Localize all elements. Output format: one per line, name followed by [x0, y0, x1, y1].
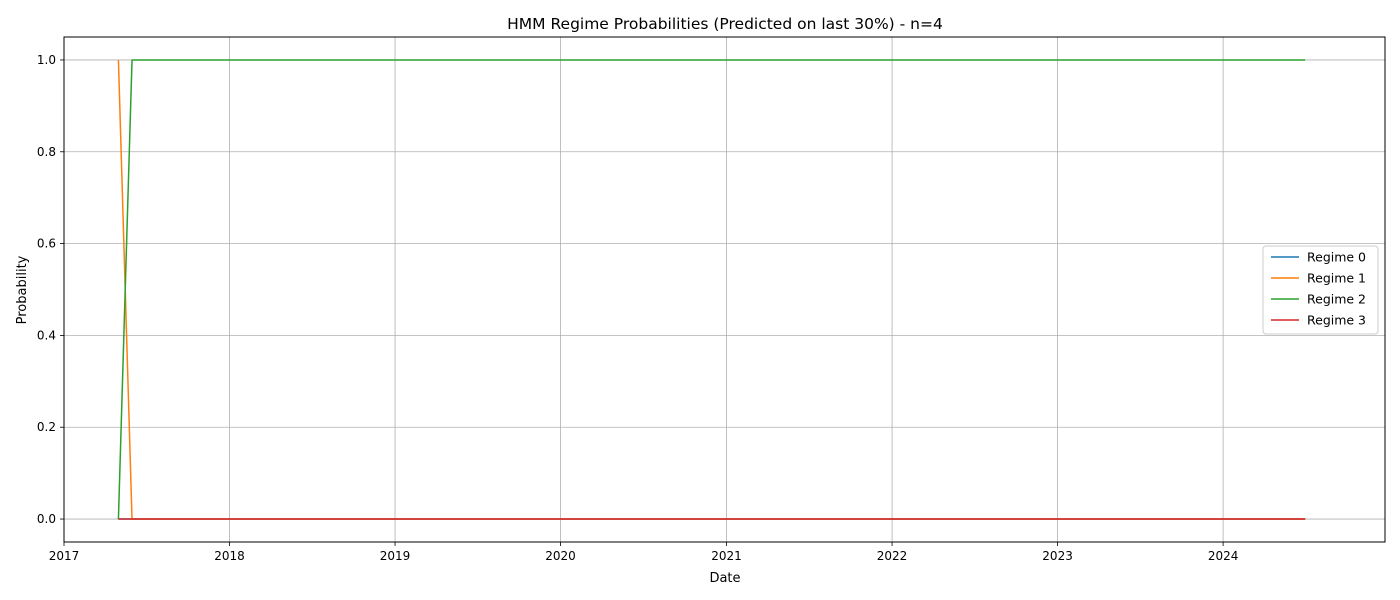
x-tick-label: 2021 [711, 549, 742, 563]
legend-box [1262, 245, 1379, 335]
y-tick-label: 0.0 [37, 512, 56, 526]
x-tick-label: 2019 [380, 549, 411, 563]
y-tick-label: 0.6 [37, 237, 56, 251]
legend-label: Regime 1 [1307, 271, 1366, 286]
y-axis-label: Probability [15, 255, 30, 324]
plot-frame [63, 36, 1386, 543]
chart-title: HMM Regime Probabilities (Predicted on l… [507, 15, 943, 33]
y-tick-label: 0.4 [37, 328, 56, 342]
series-line-regime-1 [117, 59, 1306, 520]
series-line-regime-2 [117, 59, 1306, 520]
x-tick-label: 2017 [49, 549, 80, 563]
x-tick-label: 2020 [545, 549, 576, 563]
y-tick-label: 1.0 [37, 53, 56, 67]
legend: Regime 0 Regime 1 Regime 2 Regime 3 [1262, 245, 1379, 335]
legend-label: Regime 3 [1307, 313, 1366, 328]
y-tick-label: 0.8 [37, 145, 56, 159]
x-tick-label: 2024 [1208, 549, 1239, 563]
series-lines [117, 59, 1306, 520]
x-tick-label: 2018 [214, 549, 245, 563]
x-axis-label: Date [709, 571, 740, 586]
legend-label: Regime 0 [1307, 250, 1366, 265]
x-tick-label: 2022 [877, 549, 908, 563]
legend-label: Regime 2 [1307, 292, 1366, 307]
x-tick-label: 2023 [1042, 549, 1073, 563]
grid [63, 37, 1385, 542]
y-tick-label: 0.2 [37, 420, 56, 434]
ticks: 2017 2018 2019 2020 2021 2022 2023 2024 0.0 0.2 0.… [37, 53, 1238, 563]
